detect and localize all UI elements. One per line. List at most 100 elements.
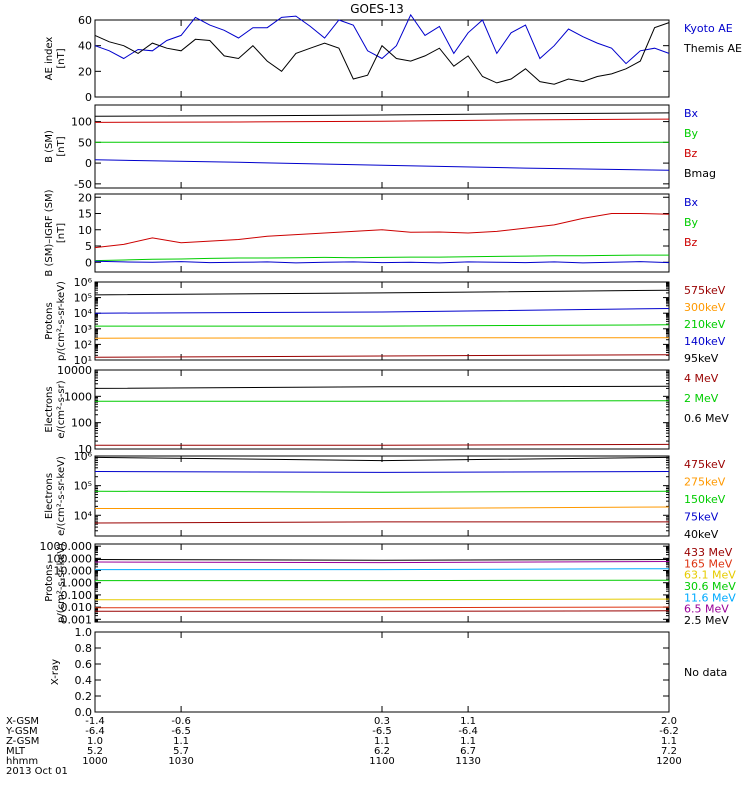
xaxis-value: 1.1	[374, 736, 390, 747]
legend-entry: 75keV	[684, 511, 719, 524]
y-axis-label: B (SM)	[44, 130, 55, 163]
y-tick-label: 0	[85, 256, 92, 269]
y-axis-label: Protons	[44, 302, 55, 339]
y-axis-label: X-ray	[50, 659, 61, 685]
legend-entry: 140keV	[684, 335, 726, 348]
legend-entry: 475keV	[684, 458, 726, 471]
y-axis-label: Electrons	[44, 386, 55, 432]
y-tick-label: 100.000	[47, 552, 93, 565]
y-axis-label: [nT]	[56, 223, 67, 243]
y-axis-label: p/(cm²-s-sr-keV)	[56, 543, 67, 623]
panel-frame	[94, 281, 670, 361]
y-tick-label: 10³	[74, 323, 92, 336]
y-tick-label: 0.001	[61, 613, 93, 626]
y-tick-label: 0.100	[61, 589, 93, 602]
y-tick-label: 0.4	[75, 674, 93, 687]
legend-entry: Themis AE	[683, 42, 742, 55]
xaxis-row-label: Z-GSM	[6, 736, 39, 747]
y-axis-label: B (SM)–IGRF (SM)	[44, 189, 55, 276]
series-line-bz	[94, 213, 670, 249]
series-line-bx	[94, 159, 670, 171]
y-tick-label: 1000.000	[40, 540, 93, 553]
y-tick-label: -50	[74, 178, 92, 191]
series-line-2-mev	[95, 400, 670, 402]
y-tick-label: 1.0	[75, 626, 93, 639]
y-tick-label: 10	[78, 224, 92, 237]
panel-protons2: 0.0010.0100.1001.00010.000100.0001000.00…	[40, 540, 737, 627]
y-tick-label: 10¹	[74, 354, 92, 367]
y-tick-label: 10	[78, 443, 92, 456]
xaxis-row-label: MLT	[6, 746, 26, 757]
xaxis-value: 1.1	[460, 716, 476, 727]
legend-entry: 2.5 MeV	[684, 614, 729, 627]
series-line-300kev	[94, 337, 670, 339]
y-tick-label: 0	[85, 91, 92, 104]
xaxis-value: -1.4	[85, 716, 105, 727]
legend-entry: Bz	[684, 236, 698, 249]
panel-frame	[94, 104, 670, 189]
legend-entry: 575keV	[684, 284, 726, 297]
y-tick-label: 40	[78, 40, 92, 53]
xaxis-value: 7.2	[661, 746, 677, 757]
xaxis-value: 1130	[455, 756, 480, 767]
series-line-275kev	[95, 506, 670, 509]
legend-entry: 165 MeV	[684, 557, 733, 570]
xaxis-value: 1100	[369, 756, 394, 767]
series-line-bz	[94, 118, 670, 123]
y-axis-label: [nT]	[56, 136, 67, 156]
panel-frame	[94, 543, 670, 623]
series-line-210kev	[95, 324, 670, 327]
y-tick-label: 10000	[57, 364, 92, 377]
series-line-11-6-mev	[95, 568, 670, 571]
series-line-575kev	[94, 354, 670, 358]
legend-entry: No data	[684, 666, 727, 679]
y-axis-label: Protons	[44, 564, 55, 601]
y-tick-label: 0	[85, 157, 92, 170]
series-line-140kev	[94, 308, 670, 314]
panel-bigrf: 0 5 10 15 20 B (SM)–IGRF (SM) [nT] Bx By Bz	[44, 189, 699, 276]
series-line-kyoto-ae	[94, 13, 670, 65]
xaxis-value: 6.2	[374, 746, 390, 757]
xaxis-value: -6.2	[659, 726, 679, 737]
y-tick-label: 0.8	[75, 642, 93, 655]
legend-entry: 4 MeV	[684, 372, 719, 385]
series-line-475kev	[94, 521, 669, 524]
y-tick-label: 10⁶	[74, 450, 93, 463]
series-line-bmag	[94, 112, 670, 117]
panel-frame	[94, 631, 670, 713]
panel-electrons2: 10⁴ 10⁵ 10⁶ Electrons e/(cm²-s-sr-keV) 475keV…	[44, 450, 726, 541]
series-line-bx	[94, 260, 670, 264]
xaxis-value: 0.3	[374, 716, 390, 727]
y-tick-label: 5	[85, 240, 92, 253]
xaxis-value: -6.5	[171, 726, 191, 737]
legend-entry: Bx	[684, 107, 699, 120]
legend-entry: 210keV	[684, 318, 726, 331]
y-tick-label: 1000	[64, 390, 92, 403]
legend-entry: Bz	[684, 147, 698, 160]
y-tick-label: 10⁵	[74, 480, 92, 493]
series-line-by	[95, 141, 670, 144]
legend-entry: By	[684, 216, 699, 229]
xaxis-value: 1000	[82, 756, 107, 767]
xaxis-value: 1030	[168, 756, 193, 767]
xaxis-value: 1.1	[460, 736, 476, 747]
series-line-40kev	[94, 456, 670, 462]
legend-entry: 6.5 MeV	[684, 603, 729, 616]
legend-entry: Kyoto AE	[684, 22, 733, 35]
y-tick-label: 10⁴	[74, 509, 93, 522]
xaxis-row-label: X-GSM	[6, 716, 39, 727]
xaxis-value: 1.1	[173, 736, 189, 747]
xaxis-value: -6.4	[458, 726, 478, 737]
legend-entry: 300keV	[684, 301, 726, 314]
y-axis-label: AE index	[44, 37, 55, 81]
panel-frame	[94, 455, 670, 537]
series-line-2-5-mev	[94, 559, 670, 561]
series-line-themis-ae	[94, 22, 670, 85]
plot-title: GOES-13	[350, 2, 404, 16]
panel-ae: 0 20 40 60 AE index [nT] Kyoto AE Themis AE	[44, 13, 742, 104]
y-axis-label: Electrons	[44, 473, 55, 519]
y-tick-label: 15	[78, 208, 92, 221]
y-tick-label: 50	[78, 136, 92, 149]
y-tick-label: 20	[78, 191, 92, 204]
